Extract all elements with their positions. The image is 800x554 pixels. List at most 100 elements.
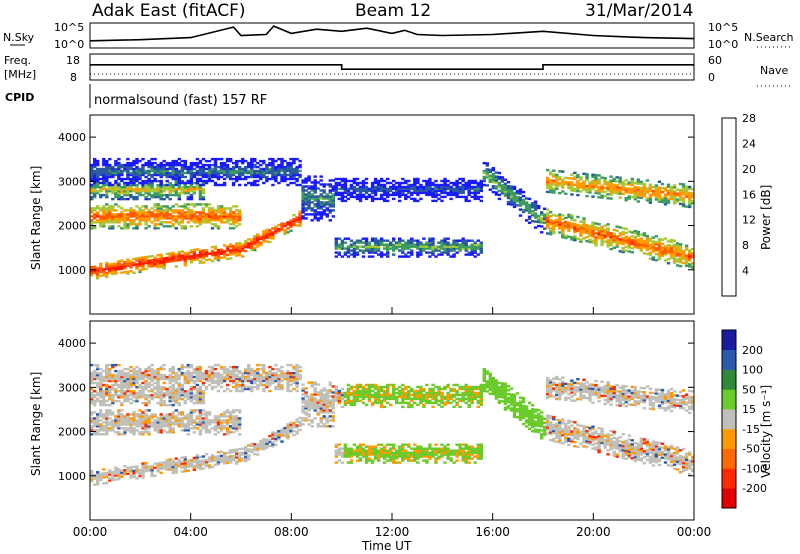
heatmap-cell xyxy=(691,262,695,265)
heatmap-cell xyxy=(117,169,121,173)
heatmap-cell xyxy=(201,425,206,428)
heatmap-cell xyxy=(99,373,103,377)
heatmap-cell xyxy=(398,195,402,199)
heatmap-cell xyxy=(512,191,517,195)
heatmap-cell xyxy=(376,183,381,187)
heatmap-cell xyxy=(192,456,197,460)
heatmap-cell xyxy=(367,189,372,193)
heatmap-cell xyxy=(597,188,601,191)
heatmap-cell xyxy=(452,255,456,258)
heatmap-cell xyxy=(135,365,139,369)
heatmap-cell xyxy=(195,248,200,251)
heatmap-cell xyxy=(90,175,94,179)
heatmap-cell xyxy=(672,257,677,260)
heatmap-cell xyxy=(228,457,233,460)
heatmap-cell xyxy=(558,225,562,228)
heatmap-cell xyxy=(195,454,200,457)
heatmap-cell xyxy=(93,421,97,424)
heatmap-cell xyxy=(213,415,218,418)
heatmap-cell xyxy=(253,171,257,175)
heatmap-cell xyxy=(207,379,212,383)
heatmap-cell xyxy=(627,238,631,241)
heatmap-cell xyxy=(684,264,689,267)
heatmap-cell xyxy=(678,202,683,206)
heatmap-cell xyxy=(129,188,133,191)
heatmap-cell xyxy=(461,239,465,242)
heatmap-cell xyxy=(90,274,94,277)
heatmap-cell xyxy=(105,190,109,193)
noise-left-tick-top: 10^5 xyxy=(54,21,84,34)
heatmap-cell xyxy=(210,167,215,171)
heatmap-cell xyxy=(90,379,94,383)
heatmap-cell xyxy=(183,425,187,428)
heatmap-cell xyxy=(225,455,230,459)
heatmap-cell xyxy=(213,429,218,432)
heatmap-cell xyxy=(615,229,619,232)
heatmap-cell xyxy=(603,228,607,231)
heatmap-cell xyxy=(141,462,145,465)
heatmap-cell xyxy=(189,463,194,466)
heatmap-cell xyxy=(93,221,97,224)
heatmap-cell xyxy=(376,249,381,252)
heatmap-cell xyxy=(141,390,145,393)
heatmap-cell xyxy=(298,175,302,179)
heatmap-cell xyxy=(93,191,97,195)
heatmap-cell xyxy=(165,221,169,224)
heatmap-cell xyxy=(576,193,580,197)
heatmap-cell xyxy=(395,187,399,191)
heatmap-cell xyxy=(90,171,94,175)
heatmap-cell xyxy=(189,399,194,403)
heatmap-cell xyxy=(195,169,200,173)
heatmap-cell xyxy=(398,237,402,240)
heatmap-cell xyxy=(108,173,112,177)
heatmap-cell xyxy=(630,189,634,193)
heatmap-cell xyxy=(379,241,384,244)
heatmap-cell xyxy=(162,401,166,405)
heatmap-cell xyxy=(518,190,523,193)
heatmap-cell xyxy=(117,205,121,208)
heatmap-cell xyxy=(262,438,266,441)
heatmap-cell xyxy=(177,205,181,208)
heatmap-cell xyxy=(96,477,100,480)
heatmap-cell xyxy=(210,207,215,210)
heatmap-cell xyxy=(105,211,109,214)
heatmap-cell xyxy=(521,198,526,202)
heatmap-cell xyxy=(349,253,354,256)
heatmap-cell xyxy=(443,179,447,183)
heatmap-cell xyxy=(319,193,323,196)
heatmap-cell xyxy=(102,184,106,187)
heatmap-cell xyxy=(213,371,218,375)
heatmap-cell xyxy=(189,365,194,369)
heatmap-cell xyxy=(207,207,212,210)
heatmap-cell xyxy=(192,161,197,165)
heatmap-cell xyxy=(416,255,420,258)
heatmap-cell xyxy=(289,223,293,226)
heatmap-cell xyxy=(482,177,486,181)
heatmap-cell xyxy=(108,389,112,393)
heatmap-cell xyxy=(219,385,224,389)
heatmap-cell xyxy=(96,267,100,270)
heatmap-cell xyxy=(277,228,281,231)
heatmap-cell xyxy=(207,159,212,163)
heatmap-cell xyxy=(416,187,420,191)
heatmap-cell xyxy=(367,195,372,199)
heatmap-cell xyxy=(503,186,508,189)
heatmap-cell xyxy=(482,161,486,165)
heatmap-cell xyxy=(129,377,133,381)
heatmap-cell xyxy=(102,175,106,179)
heatmap-cell xyxy=(213,213,218,216)
heatmap-cell xyxy=(147,396,151,399)
heatmap-cell xyxy=(144,394,148,397)
heatmap-cell xyxy=(654,196,659,199)
heatmap-cell xyxy=(108,265,112,268)
heatmap-cell xyxy=(141,417,145,420)
heatmap-cell xyxy=(162,403,166,407)
heatmap-cell xyxy=(117,411,121,414)
heatmap-cell xyxy=(431,181,435,185)
heatmap-cell xyxy=(244,369,248,373)
heatmap-cell xyxy=(268,157,272,161)
heatmap-cell xyxy=(386,177,390,181)
heatmap-cell xyxy=(238,249,242,253)
heatmap-cell xyxy=(253,175,257,179)
heatmap-cell xyxy=(228,249,233,252)
